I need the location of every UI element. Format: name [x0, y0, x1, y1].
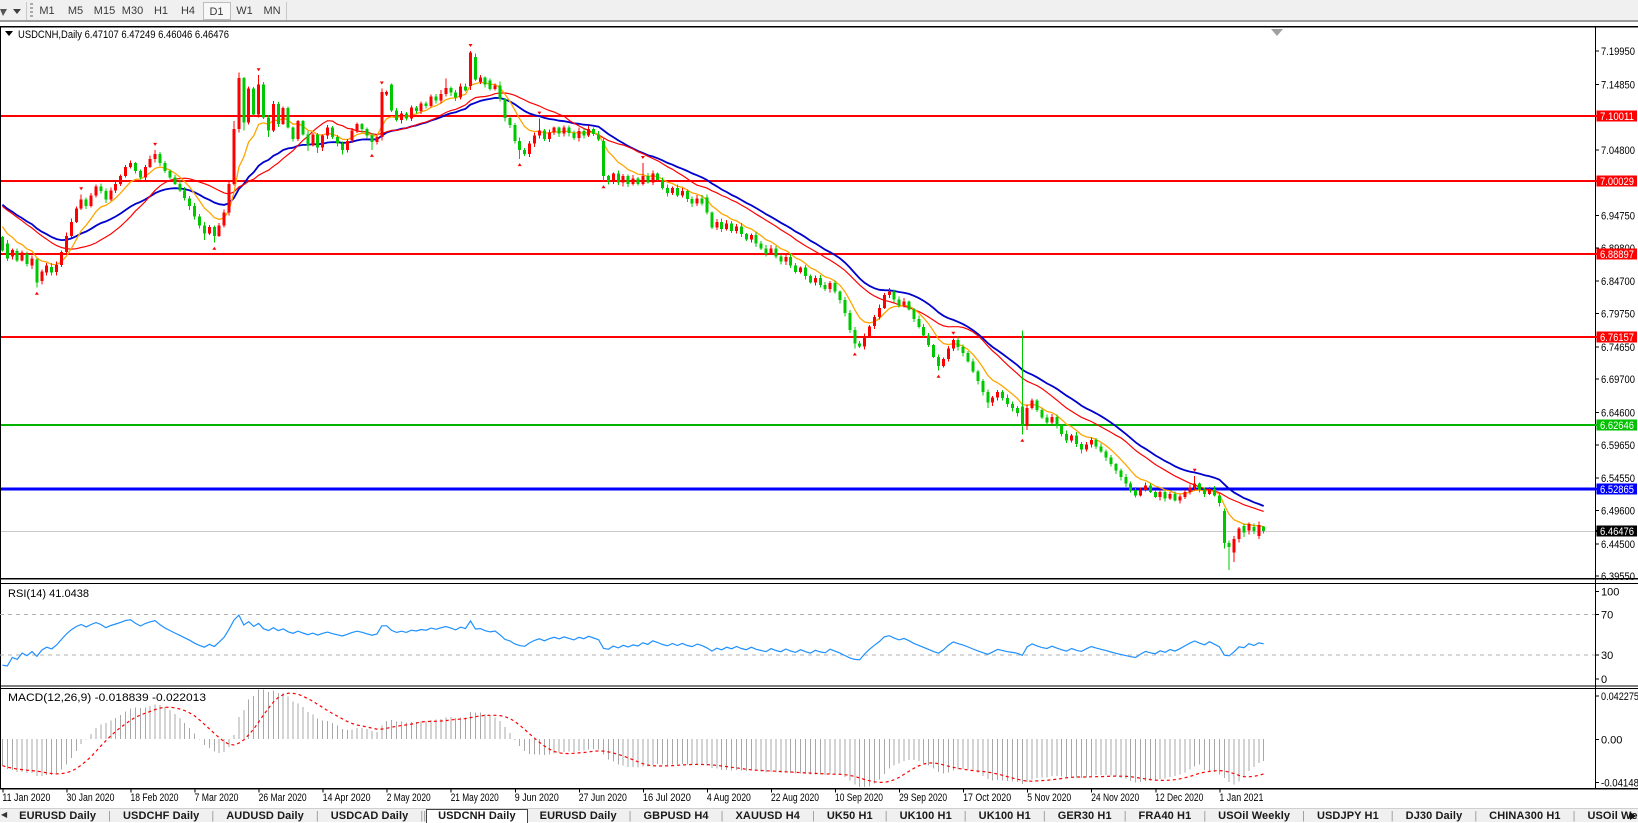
svg-text:9 Jun 2020: 9 Jun 2020: [515, 792, 559, 804]
svg-text:6.46476: 6.46476: [1600, 526, 1634, 538]
svg-text:16 Jul 2020: 16 Jul 2020: [643, 792, 691, 804]
svg-text:17 Oct 2020: 17 Oct 2020: [963, 792, 1011, 804]
svg-text:24 Nov 2020: 24 Nov 2020: [1091, 792, 1139, 804]
svg-text:2 May 2020: 2 May 2020: [387, 792, 431, 804]
svg-text:11 Jan 2020: 11 Jan 2020: [2, 792, 50, 804]
svg-text:7 Mar 2020: 7 Mar 2020: [195, 792, 239, 804]
svg-text:6.54550: 6.54550: [1601, 473, 1635, 485]
svg-text:1 Jan 2021: 1 Jan 2021: [1219, 792, 1263, 804]
svg-text:7.00029: 7.00029: [1600, 176, 1634, 188]
svg-text:MACD(12,26,9) -0.018839 -0.022: MACD(12,26,9) -0.018839 -0.022013: [8, 692, 206, 704]
svg-text:29 Sep 2020: 29 Sep 2020: [899, 792, 947, 804]
svg-text:6.69700: 6.69700: [1601, 374, 1635, 386]
svg-text:-0.04148: -0.04148: [1601, 777, 1638, 789]
svg-text:6.64600: 6.64600: [1601, 408, 1635, 420]
svg-text:6.79750: 6.79750: [1601, 309, 1635, 321]
svg-text:USDCNH,Daily 6.47107 6.47249: USDCNH,Daily 6.47107 6.47249 6.46046 6.4…: [18, 29, 229, 41]
svg-text:26 Mar 2020: 26 Mar 2020: [259, 792, 307, 804]
svg-text:7.19950: 7.19950: [1601, 46, 1635, 58]
svg-text:70: 70: [1601, 610, 1613, 622]
svg-text:7.10011: 7.10011: [1600, 111, 1634, 123]
svg-text:27 Jun 2020: 27 Jun 2020: [579, 792, 627, 804]
svg-text:6.44500: 6.44500: [1601, 539, 1635, 551]
svg-text:7.14850: 7.14850: [1601, 79, 1635, 91]
svg-text:30 Jan 2020: 30 Jan 2020: [67, 792, 115, 804]
svg-text:10 Sep 2020: 10 Sep 2020: [835, 792, 883, 804]
svg-text:0.042275: 0.042275: [1601, 691, 1638, 703]
svg-text:6.88897: 6.88897: [1600, 249, 1634, 261]
svg-text:0.00: 0.00: [1601, 735, 1622, 747]
svg-text:100: 100: [1601, 587, 1619, 599]
svg-text:6.39550: 6.39550: [1601, 571, 1635, 583]
svg-text:30: 30: [1601, 650, 1613, 662]
svg-text:6.49600: 6.49600: [1601, 505, 1635, 517]
svg-text:4 Aug 2020: 4 Aug 2020: [707, 792, 751, 804]
svg-text:22 Aug 2020: 22 Aug 2020: [771, 792, 819, 804]
svg-text:5 Nov 2020: 5 Nov 2020: [1027, 792, 1071, 804]
svg-text:18 Feb 2020: 18 Feb 2020: [131, 792, 179, 804]
svg-text:0: 0: [1601, 674, 1607, 686]
svg-text:6.94750: 6.94750: [1601, 211, 1635, 223]
svg-text:14 Apr 2020: 14 Apr 2020: [323, 792, 371, 804]
svg-text:6.52865: 6.52865: [1600, 484, 1634, 496]
svg-text:6.76157: 6.76157: [1600, 332, 1634, 344]
svg-text:6.59650: 6.59650: [1601, 440, 1635, 452]
svg-text:21 May 2020: 21 May 2020: [451, 792, 499, 804]
svg-text:7.04800: 7.04800: [1601, 145, 1635, 157]
svg-text:12 Dec 2020: 12 Dec 2020: [1155, 792, 1203, 804]
svg-text:6.74650: 6.74650: [1601, 342, 1635, 354]
svg-text:6.84700: 6.84700: [1601, 276, 1635, 288]
svg-text:6.62646: 6.62646: [1600, 420, 1634, 432]
svg-text:RSI(14) 41.0438: RSI(14) 41.0438: [8, 588, 89, 600]
